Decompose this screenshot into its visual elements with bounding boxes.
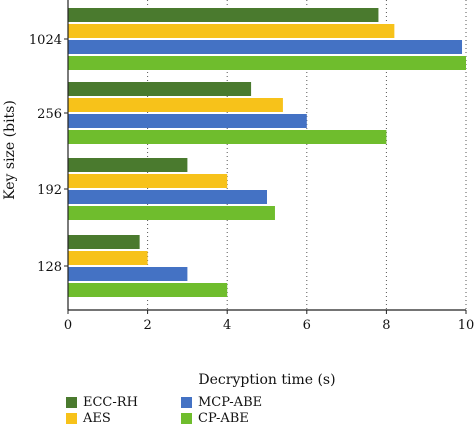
- bar-aes-1024: [68, 24, 395, 38]
- y-tick-label-1024: 1024: [29, 33, 62, 48]
- x-tick-label: 8: [382, 318, 390, 333]
- bar-aes-128: [68, 251, 148, 265]
- bar-ecc-rh-256: [68, 82, 252, 96]
- legend-item-aes: AES: [66, 411, 111, 426]
- y-tick-label-256: 256: [37, 107, 62, 122]
- axes: [67, 0, 466, 311]
- bar-cp-abe-1024: [68, 56, 466, 70]
- x-tick-label: 6: [303, 318, 311, 333]
- bar-aes-192: [68, 174, 228, 188]
- legend-item-cp-abe: CP-ABE: [181, 411, 249, 426]
- x-tick-label: 4: [223, 318, 231, 333]
- y-tick-label-192: 192: [37, 183, 62, 198]
- bar-mcp-abe-128: [68, 267, 188, 281]
- bars: [68, 8, 466, 297]
- y-tick-labels: 128 192 256 1024: [29, 33, 68, 275]
- bar-ecc-rh-1024: [68, 8, 379, 22]
- x-tick-labels: 0 2 4 6 8 10: [64, 310, 474, 333]
- y-axis-label: Key size (bits): [2, 100, 18, 200]
- legend-label: CP-ABE: [198, 411, 249, 426]
- bar-cp-abe-192: [68, 206, 275, 220]
- legend-swatch: [181, 397, 192, 408]
- bar-mcp-abe-256: [68, 114, 307, 128]
- chart: 0 2 4 6 8 10 128 192 256 1024 Decryption time (s…: [2, 0, 474, 388]
- bar-mcp-abe-1024: [68, 40, 463, 54]
- x-tick-label: 0: [64, 318, 72, 333]
- legend-label: AES: [83, 411, 111, 426]
- bar-ecc-rh-192: [68, 158, 188, 172]
- x-tick-label: 2: [143, 318, 151, 333]
- legend-item-ecc-rh: ECC-RH: [66, 395, 138, 410]
- legend-swatch: [66, 413, 77, 424]
- legend-label: MCP-ABE: [198, 395, 263, 410]
- x-tick-label: 10: [458, 318, 474, 333]
- bar-cp-abe-256: [68, 130, 387, 144]
- legend-label: ECC-RH: [83, 395, 138, 410]
- legend-item-mcp-abe: MCP-ABE: [181, 395, 262, 410]
- legend-swatch: [66, 397, 77, 408]
- bar-aes-256: [68, 98, 283, 112]
- x-axis-label: Decryption time (s): [198, 372, 335, 388]
- bar-ecc-rh-128: [68, 235, 140, 249]
- bar-mcp-abe-192: [68, 190, 267, 204]
- legend: ECC-RH MCP-ABE AES CP-ABE: [66, 395, 366, 435]
- y-tick-label-128: 128: [37, 260, 62, 275]
- bar-cp-abe-128: [68, 283, 228, 297]
- legend-swatch: [181, 413, 192, 424]
